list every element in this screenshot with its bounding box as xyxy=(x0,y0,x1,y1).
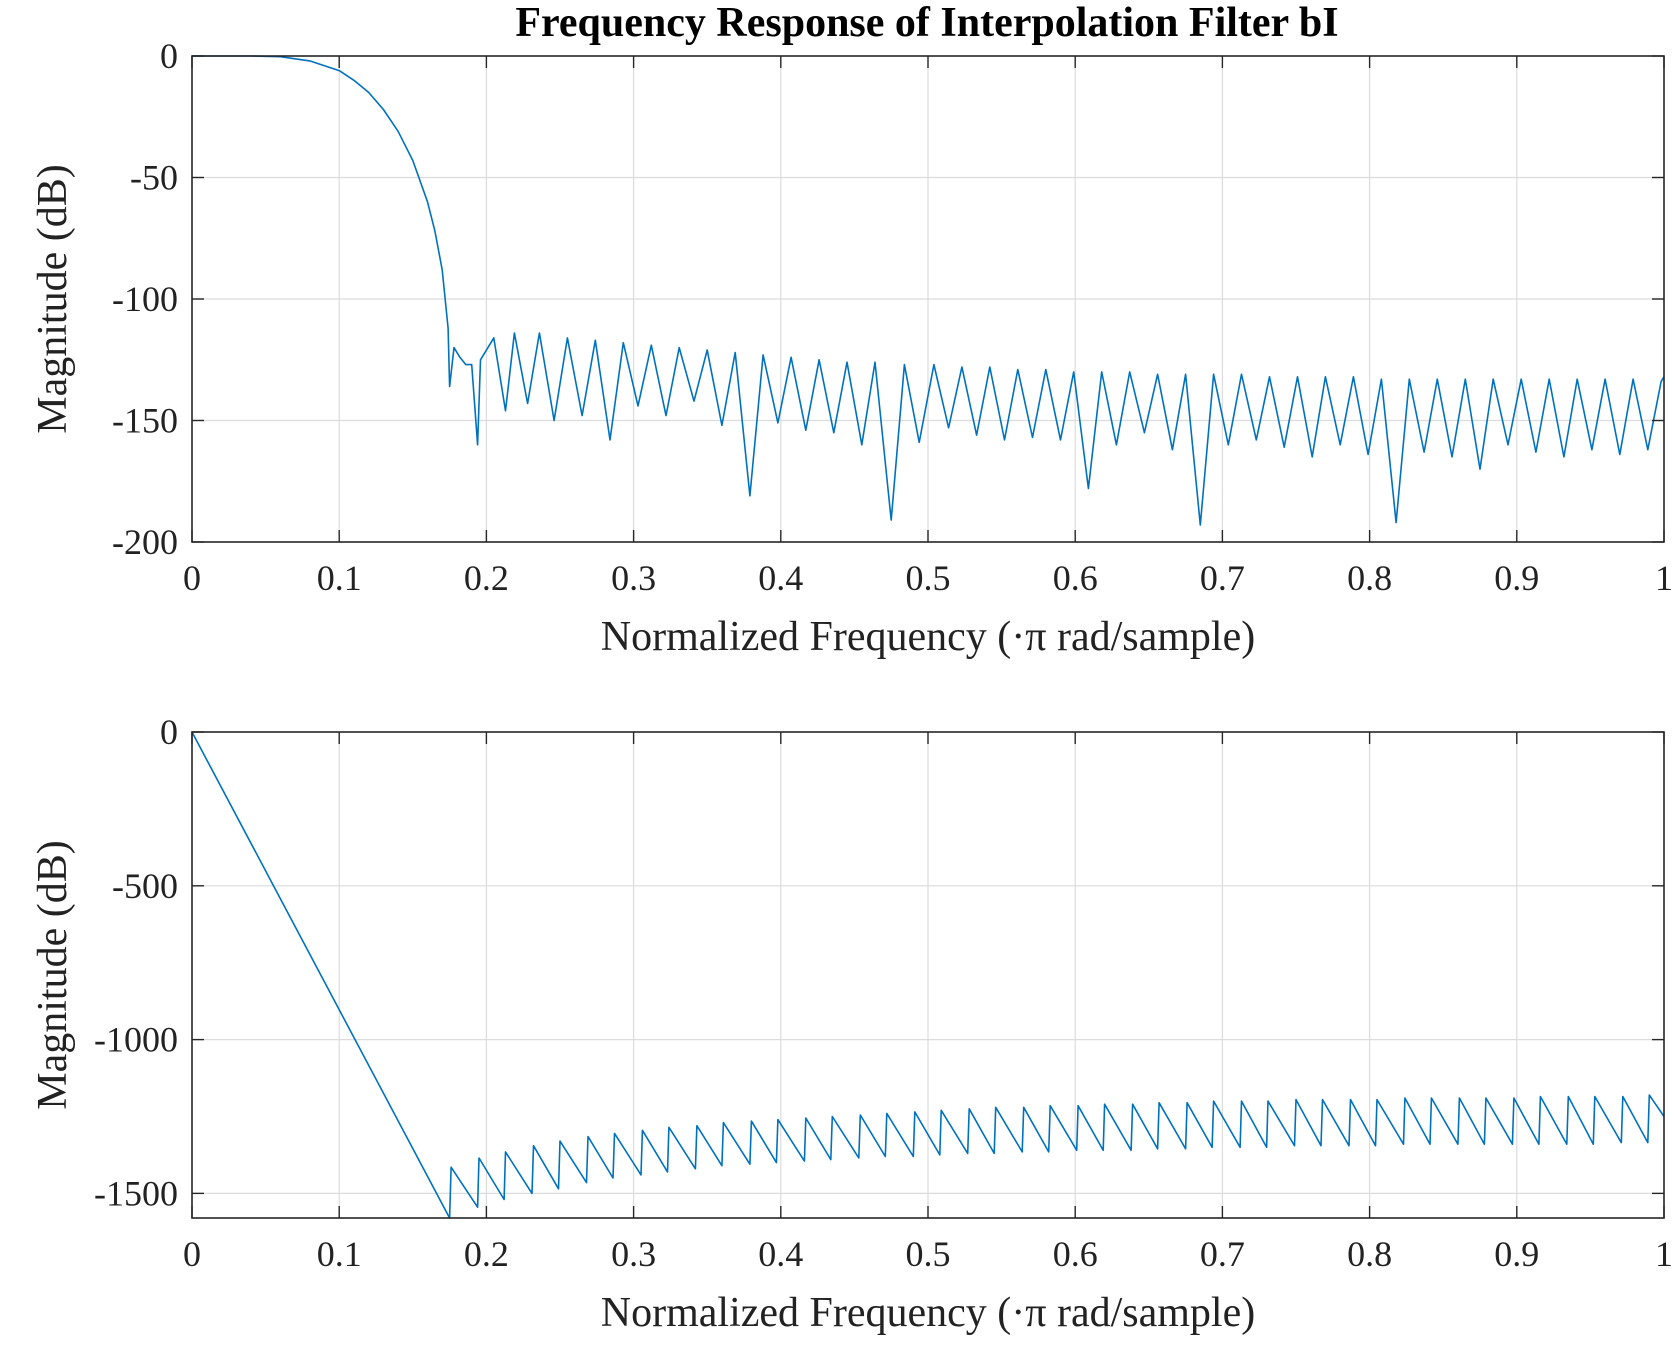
bottom-x-tick-label: 1 xyxy=(1655,1234,1673,1274)
bottom-x-tick-label: 0.8 xyxy=(1347,1234,1392,1274)
top-ticks: 0 0.1 0.2 0.3 0.4 0.5 0.6 0.7 0.8 0.9 1 0 -50 -100 -15… xyxy=(112,36,1673,598)
bottom-x-tick-label: 0.6 xyxy=(1053,1234,1098,1274)
top-axes: 0 0.1 0.2 0.3 0.4 0.5 0.6 0.7 0.8 0.9 1 0 -50 -100 -15… xyxy=(30,36,1673,660)
top-x-tick-label: 0.1 xyxy=(317,558,362,598)
top-x-tick-label: 0.2 xyxy=(464,558,509,598)
bottom-axes: 0 0.1 0.2 0.3 0.4 0.5 0.6 0.7 0.8 0.9 1 0 -500 -1000 -… xyxy=(30,712,1673,1336)
top-y-tick-label: -50 xyxy=(130,158,178,198)
top-x-tick-label: 0.7 xyxy=(1200,558,1245,598)
bottom-ticks: 0 0.1 0.2 0.3 0.4 0.5 0.6 0.7 0.8 0.9 1 0 -500 -1000 -… xyxy=(94,712,1673,1274)
top-y-axis-label: Magnitude (dB) xyxy=(30,164,76,433)
bottom-y-tick-label: -500 xyxy=(112,866,178,906)
top-y-tick-label: -200 xyxy=(112,522,178,562)
bottom-x-axis-label: Normalized Frequency (·π rad/sample) xyxy=(601,1290,1255,1336)
bottom-x-tick-label: 0.7 xyxy=(1200,1234,1245,1274)
top-x-tick-label: 0.4 xyxy=(758,558,803,598)
top-x-tick-label: 0.3 xyxy=(611,558,656,598)
top-y-tick-label: -100 xyxy=(112,279,178,319)
top-x-tick-label: 0 xyxy=(183,558,201,598)
top-magnitude-line xyxy=(192,55,1665,526)
figure-title: Frequency Response of Interpolation Filt… xyxy=(515,0,1338,46)
bottom-magnitude-line xyxy=(191,731,1665,1219)
bottom-x-tick-label: 0.4 xyxy=(758,1234,803,1274)
top-grid xyxy=(192,56,1664,542)
top-x-tick-label: 0.6 xyxy=(1053,558,1098,598)
top-x-tick-label: 0.5 xyxy=(906,558,951,598)
bottom-x-tick-label: 0.9 xyxy=(1494,1234,1539,1274)
bottom-y-tick-label: -1000 xyxy=(94,1020,178,1060)
bottom-y-tick-label: -1500 xyxy=(94,1173,178,1213)
top-x-axis-label: Normalized Frequency (·π rad/sample) xyxy=(601,614,1255,660)
bottom-x-tick-label: 0.5 xyxy=(906,1234,951,1274)
top-x-tick-label: 0.8 xyxy=(1347,558,1392,598)
bottom-x-tick-label: 0.1 xyxy=(317,1234,362,1274)
bottom-x-tick-label: 0.3 xyxy=(611,1234,656,1274)
bottom-x-tick-label: 0.2 xyxy=(464,1234,509,1274)
top-x-tick-label: 0.9 xyxy=(1494,558,1539,598)
top-y-tick-label: 0 xyxy=(160,36,178,76)
top-y-tick-label: -150 xyxy=(112,401,178,441)
bottom-y-axis-label: Magnitude (dB) xyxy=(30,840,76,1109)
top-x-tick-label: 1 xyxy=(1655,558,1673,598)
bottom-x-tick-label: 0 xyxy=(183,1234,201,1274)
bottom-y-tick-label: 0 xyxy=(160,712,178,752)
